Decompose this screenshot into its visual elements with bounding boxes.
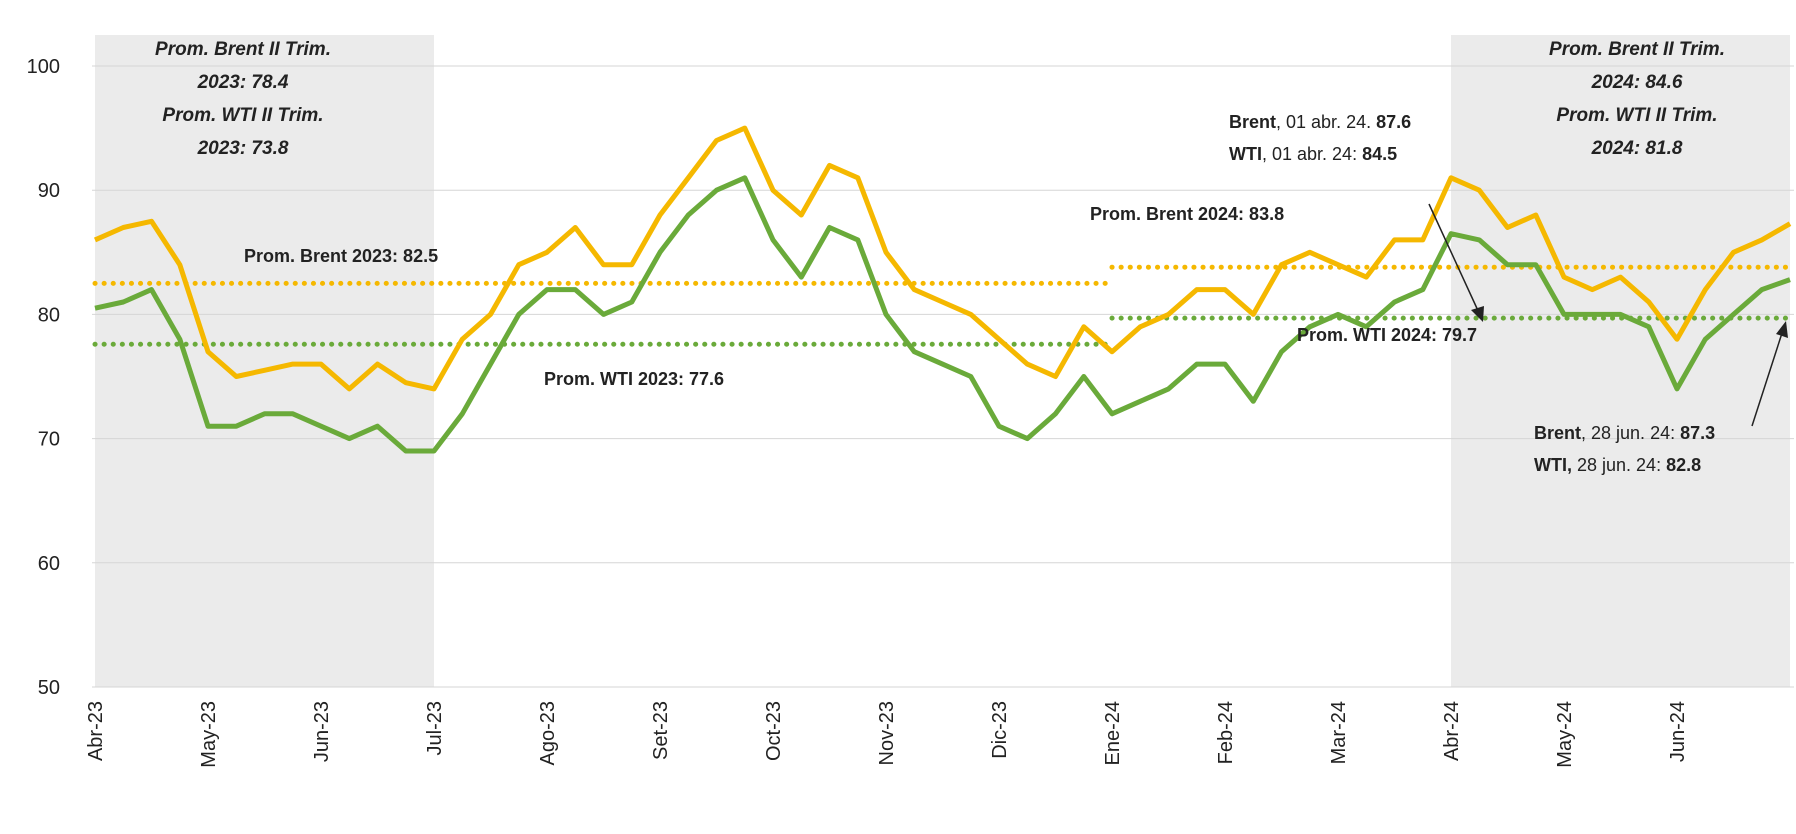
annotation-part: Brent: [1534, 423, 1581, 443]
x-tick-label: Jun-24: [1667, 701, 1689, 762]
shaded-region: [95, 35, 434, 687]
y-tick-label: 100: [27, 56, 60, 78]
arrow-head: [1776, 321, 1788, 338]
annotation-part: , 01 abr. 24:: [1262, 144, 1362, 164]
annotation-part: Brent: [1229, 112, 1276, 132]
annotation-apr: Brent, 01 abr. 24. 87.6 WTI, 01 abr. 24:…: [1229, 112, 1484, 322]
series-line: [94, 175, 1791, 454]
annotation-text: Prom. Brent II Trim.: [1549, 39, 1725, 60]
x-tick-label: Jul-23: [424, 701, 446, 755]
annotation-text: Prom. WTI II Trim.: [1556, 105, 1717, 126]
annotation-text: 2024: 81.8: [1591, 138, 1683, 159]
annotation-part: , 01 abr. 24.: [1276, 112, 1376, 132]
x-tick-label: May-24: [1554, 701, 1576, 768]
shaded-region: [1451, 35, 1790, 687]
lines-layer: [93, 125, 1792, 454]
annotation-part: 87.3: [1680, 423, 1715, 443]
annotation-q2-2024: Prom. Brent II Trim. 2024: 84.6 Prom. WT…: [1549, 39, 1725, 159]
x-tick-label: Dic-23: [989, 701, 1011, 759]
y-tick-label: 50: [38, 677, 60, 699]
annotation-part: 82.8: [1666, 455, 1701, 475]
annotation-part: 28 jun. 24:: [1572, 455, 1666, 475]
annotation-text: 2023: 78.4: [197, 72, 289, 93]
annotation-text: 2024: 84.6: [1591, 72, 1683, 93]
background-layer: 50 60 70 80 90 100 Abr-23 May-23 Jun-23 Jul-23 Ago…: [27, 35, 1794, 768]
annotation-text: Prom. WTI II Trim.: [162, 105, 323, 126]
x-tick-label: Ene-24: [1102, 701, 1124, 766]
ref-label: Prom. Brent 2023: 82.5: [244, 246, 438, 266]
annotation-part: 87.6: [1376, 112, 1411, 132]
annotation-part: WTI,: [1534, 455, 1572, 475]
y-tick-label: 80: [38, 304, 60, 326]
arrow-head: [1471, 306, 1484, 322]
ref-label: Prom. WTI 2023: 77.6: [544, 369, 724, 389]
x-tick-label: Jun-23: [311, 701, 333, 762]
x-tick-label: Set-23: [650, 701, 672, 760]
ref-label: Prom. Brent 2024: 83.8: [1090, 204, 1284, 224]
x-tick-label: Mar-24: [1328, 701, 1350, 764]
x-tick-label: Oct-23: [763, 701, 785, 761]
x-tick-label: May-23: [198, 701, 220, 768]
x-tick-label: Ago-23: [537, 701, 559, 766]
series-line: [93, 125, 1792, 392]
annotation-text: Prom. Brent II Trim.: [155, 39, 331, 60]
annotation-text: WTI, 28 jun. 24: 82.8: [1534, 455, 1701, 475]
annotation-text: WTI, 01 abr. 24: 84.5: [1229, 144, 1397, 164]
annotation-text: Brent, 28 jun. 24: 87.3: [1534, 423, 1715, 443]
y-tick-label: 60: [38, 553, 60, 575]
annotation-jun: Brent, 28 jun. 24: 87.3 WTI, 28 jun. 24:…: [1534, 321, 1788, 475]
y-tick-label: 90: [38, 180, 60, 202]
arrow: [1428, 203, 1481, 316]
annotation-part: , 28 jun. 24:: [1581, 423, 1680, 443]
annotation-text: Brent, 01 abr. 24. 87.6: [1229, 112, 1411, 132]
ref-label: Prom. WTI 2024: 79.7: [1297, 325, 1477, 345]
x-tick-label: Nov-23: [876, 701, 898, 765]
annotation-text: 2023: 73.8: [197, 138, 289, 159]
x-tick-label: Abr-24: [1441, 701, 1463, 761]
annotation-q2-2023: Prom. Brent II Trim. 2023: 78.4 Prom. WT…: [155, 39, 331, 159]
annotation-part: WTI: [1229, 144, 1262, 164]
annotation-part: 84.5: [1362, 144, 1397, 164]
y-tick-label: 70: [38, 429, 60, 451]
x-tick-label: Feb-24: [1215, 701, 1237, 764]
arrow: [1751, 329, 1784, 427]
x-tick-label: Abr-23: [85, 701, 107, 761]
